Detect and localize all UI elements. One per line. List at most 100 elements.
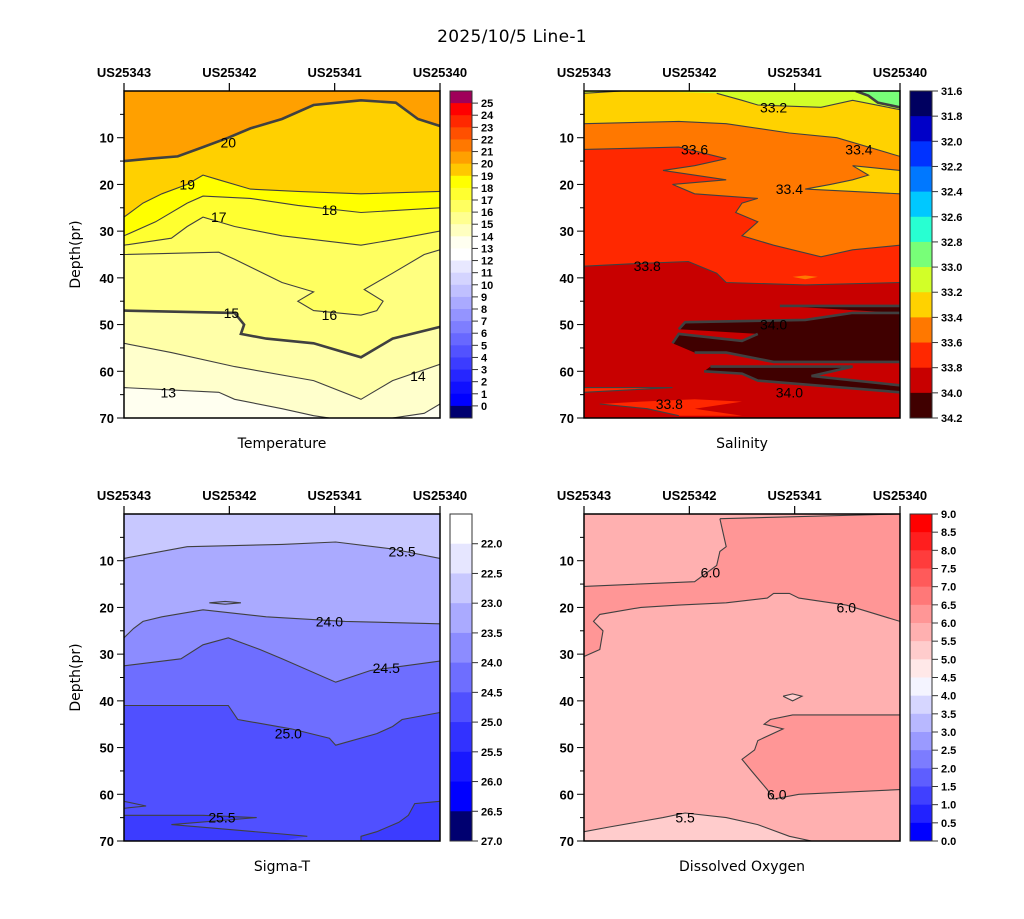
colorbar-swatch (450, 260, 472, 274)
y-axis-label: Depth(pr) (68, 643, 84, 711)
depth-tick-label: 10 (100, 131, 114, 146)
colorbar-swatch (450, 91, 472, 104)
depth-tick-label: 60 (560, 787, 574, 802)
contour-line (584, 592, 900, 658)
colorbar-swatch (450, 573, 472, 604)
colorbar-swatch (450, 357, 472, 371)
colorbar-tick-label: 1.5 (941, 782, 956, 794)
contour-line (124, 195, 440, 237)
contour-band (783, 693, 802, 701)
colorbar-tick-label: 34.0 (941, 388, 962, 400)
colorbar-swatch (450, 309, 472, 322)
colorbar-swatch (910, 292, 932, 318)
contour-label: 6.0 (837, 599, 857, 615)
colorbar-tick-label: 9 (481, 292, 487, 304)
colorbar-swatch (910, 822, 932, 842)
contour-line (584, 260, 900, 286)
colorbar-swatch (910, 392, 932, 419)
contour-line (584, 146, 900, 258)
colorbar-swatch (450, 781, 472, 812)
colorbar-tick-label: 32.0 (941, 136, 962, 148)
colorbar-tick-label: 7.0 (941, 582, 956, 594)
contour-label: 25.0 (275, 726, 302, 742)
colorbar-tick-label: 0 (481, 401, 487, 413)
contour-line (716, 92, 900, 111)
colorbar-tick-label: 34.2 (941, 413, 962, 425)
panel-salinity: 33.2 33.6 33.4 33.4 33.8 34.0 34.0 33.8 US25343 U… (557, 65, 963, 452)
colorbar-swatch (910, 659, 932, 678)
contour-line-major (124, 98, 440, 163)
colorbar-frame (449, 90, 473, 419)
depth-tick-label: 20 (100, 177, 114, 192)
colorbar-swatch (450, 127, 472, 140)
contour-line (124, 174, 440, 218)
colorbar-tick-label: 22.0 (481, 539, 502, 551)
colorbar-tick-label: 1 (481, 389, 487, 401)
colorbar-swatch (450, 811, 472, 842)
depth-tick-label: 40 (560, 694, 574, 709)
colorbar-tick-label: 2.5 (941, 745, 956, 757)
depth-tick-label: 30 (560, 224, 574, 239)
colorbar-tick-label: 23.5 (481, 628, 502, 640)
contour-line (209, 600, 241, 605)
colorbar-tick-label: 26.0 (481, 777, 502, 789)
colorbar-swatch (450, 296, 472, 310)
station-label: US25340 (413, 65, 467, 80)
colorbar-tick-label: 32.6 (941, 212, 962, 224)
depth-tick-label: 60 (100, 787, 114, 802)
plot-area: 23.5 24.0 24.5 25.0 25.5 (124, 514, 440, 841)
colorbar-tick-label: 0.0 (941, 836, 956, 848)
colorbar-tick-label: 23.0 (481, 598, 502, 610)
colorbar-swatch (910, 342, 932, 369)
colorbar-swatch (450, 393, 472, 407)
contour-line (124, 609, 440, 639)
colorbar-tick-label: 33.0 (941, 262, 962, 274)
colorbar-swatch (910, 116, 932, 142)
colorbar-tick-label: 1.0 (941, 800, 956, 812)
colorbar-tick-label: 5 (481, 340, 487, 352)
contour-label: 23.5 (388, 543, 415, 559)
colorbar-swatch (910, 514, 932, 533)
colorbar: 31.6 31.8 32.0 32.2 32.4 32.6 32.8 33.0 33.2 33.4… (909, 86, 963, 425)
colorbar-tick-label: 3 (481, 365, 487, 377)
colorbar-swatch (910, 141, 932, 167)
colorbar-swatch (450, 151, 472, 165)
colorbar-tick-label: 24.0 (481, 658, 502, 670)
colorbar-tick-label: 31.6 (941, 86, 962, 98)
colorbar-swatch (450, 321, 472, 334)
colorbar-tick-label: 4.0 (941, 691, 956, 703)
contour-label: 25.5 (208, 810, 235, 826)
colorbar-tick-label: 14 (481, 231, 494, 243)
station-label: US25342 (662, 488, 716, 503)
colorbar-swatch (910, 786, 932, 806)
y-axis-label: Depth(pr) (68, 220, 84, 288)
colorbar-tick-label: 5.0 (941, 654, 956, 666)
colorbar-swatch (910, 768, 932, 787)
colorbar-swatch (910, 166, 932, 193)
colorbar-tick-label: 7 (481, 316, 487, 328)
contour-label: 24.0 (316, 613, 343, 629)
contour-label: 17 (211, 209, 227, 225)
contour-line (124, 637, 440, 683)
contour-label: 14 (410, 368, 426, 384)
contour-line (805, 165, 900, 195)
colorbar-swatch (910, 216, 932, 243)
contour-line (584, 812, 812, 841)
colorbar-swatch (910, 367, 932, 394)
colorbar-tick-label: 6 (481, 328, 487, 340)
colorbar-tick-label: 4 (481, 352, 488, 364)
panel-title: Salinity (716, 436, 768, 452)
contour-band (704, 366, 900, 393)
colorbar-tick-label: 5.5 (941, 636, 956, 648)
depth-tick-label: 30 (100, 224, 114, 239)
depth-tick-label: 10 (560, 554, 574, 569)
colorbar-tick-label: 25.0 (481, 717, 502, 729)
colorbar-tick-label: 21 (481, 147, 493, 159)
colorbar-swatch (910, 550, 932, 569)
colorbar-swatch (450, 139, 472, 153)
contour-line (124, 216, 440, 246)
station-label: US25341 (768, 65, 822, 80)
colorbar-tick-label: 8 (481, 304, 487, 316)
station-label: US25343 (97, 488, 151, 503)
station-label: US25343 (557, 65, 611, 80)
